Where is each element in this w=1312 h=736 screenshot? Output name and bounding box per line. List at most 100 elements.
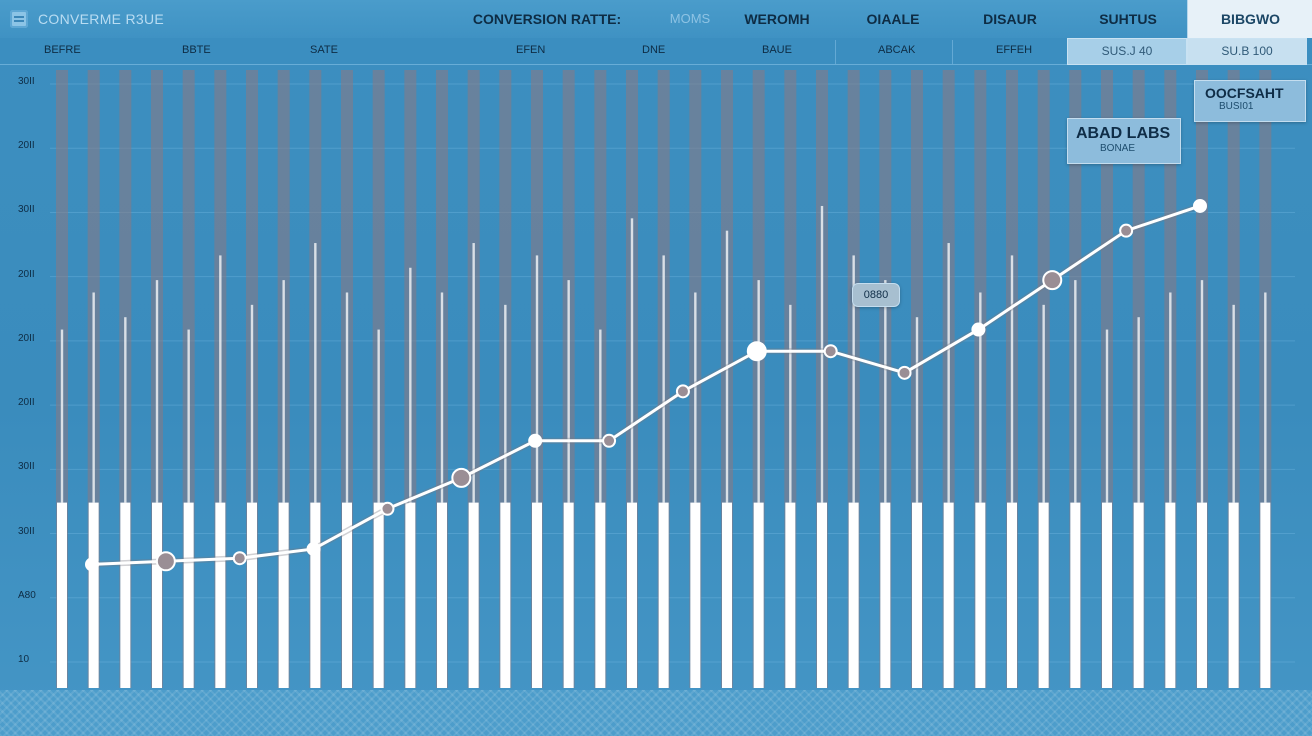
y-tick-label: 20II	[18, 140, 35, 152]
value-cell-2[interactable]: SU.B 100	[1187, 38, 1307, 65]
bar-spike	[1200, 280, 1204, 503]
y-tick-label: 30II	[18, 204, 35, 216]
bar-spike	[409, 267, 412, 503]
bar-fill	[468, 502, 479, 688]
callout-value-label[interactable]: 0880	[852, 283, 900, 307]
data-point	[306, 541, 321, 556]
data-point	[380, 501, 395, 516]
bar-spike	[1105, 329, 1109, 503]
bar-spike	[820, 205, 824, 503]
top-toolbar: CONVERME R3UE CONVERSION RATTE: MOMS WER…	[0, 0, 1312, 39]
data-point	[1042, 270, 1063, 291]
bar-spike	[535, 255, 539, 503]
tab-conversion-rate[interactable]: CONVERSION RATTE:	[472, 11, 622, 27]
app-title: CONVERME R3UE	[38, 11, 165, 27]
column-header-efen: EFEN	[516, 44, 546, 56]
column-divider	[835, 40, 836, 64]
bar-spike	[60, 329, 64, 503]
callout-subtitle: BONAE	[1100, 143, 1136, 154]
bar-fill	[595, 502, 606, 688]
bar-fill	[500, 502, 511, 688]
bar-fill	[152, 502, 162, 688]
callout-abad-labs[interactable]: ABAD LABS BONAE	[1067, 118, 1181, 164]
bar-fill	[912, 502, 922, 688]
bar-spike	[884, 280, 887, 503]
bar-fill	[658, 502, 669, 688]
data-point	[155, 551, 176, 572]
bar-fill	[120, 502, 131, 688]
bar-spike	[1169, 292, 1172, 503]
bar-spike	[852, 255, 855, 503]
bar-spike	[219, 255, 222, 503]
bar-fill	[373, 502, 384, 688]
bar-fill	[342, 502, 352, 688]
callout-subtitle: BUSI01	[1219, 101, 1254, 112]
bar-spike	[1010, 255, 1014, 503]
column-header-abcak: ABCAK	[878, 44, 916, 56]
column-header-baue: BAUE	[762, 44, 792, 56]
bar-spike	[567, 280, 570, 503]
y-tick-label: 20II	[18, 397, 35, 409]
data-point	[451, 467, 472, 488]
bar-fill	[532, 502, 542, 688]
column-header-dne: DNE	[642, 44, 666, 56]
bar-fill	[278, 502, 289, 688]
tab-disaur[interactable]: DISAUR	[983, 11, 1037, 27]
bar-spike	[947, 243, 950, 503]
bar-fill	[437, 502, 447, 688]
bar-spike	[662, 255, 665, 503]
y-tick-label: 30II	[18, 76, 35, 87]
y-tick-label: A80	[18, 589, 36, 601]
bar-spike	[789, 304, 792, 503]
bar-spike	[155, 280, 159, 503]
menu-icon[interactable]	[10, 10, 28, 28]
value-cell-1[interactable]: SUS.J 40	[1067, 38, 1187, 65]
bar-fill	[753, 502, 764, 688]
bar-fill	[1007, 502, 1017, 688]
bar-spike	[979, 292, 982, 503]
callout-title: OOCFSAHT	[1205, 85, 1284, 101]
bar-spike	[472, 243, 475, 503]
callout-title: ABAD LABS	[1076, 125, 1171, 142]
series-line-shadow	[91, 203, 1201, 568]
data-point	[971, 322, 986, 337]
bar-fill	[817, 502, 827, 688]
data-point	[528, 433, 543, 448]
data-point	[1119, 223, 1134, 238]
bar-spike	[377, 329, 380, 503]
bar-fill	[88, 502, 99, 688]
bar-fill	[215, 502, 226, 688]
y-tick-label: 20II	[18, 268, 35, 280]
data-point	[746, 341, 767, 362]
bar-spike	[282, 280, 285, 503]
bar-spike	[440, 292, 444, 503]
bar-fill	[785, 502, 796, 688]
data-point	[232, 551, 247, 566]
bar-spike	[1232, 304, 1235, 503]
footer-pattern	[0, 690, 1312, 736]
data-point	[602, 433, 617, 448]
bar-fill	[1260, 502, 1271, 688]
tab-suhtus[interactable]: SUHTUS	[1099, 11, 1157, 27]
data-point	[1193, 198, 1207, 213]
tab-moms[interactable]: MOMS	[669, 11, 711, 26]
data-point	[675, 384, 690, 399]
bar-fill	[1165, 502, 1176, 688]
tab-oiaale[interactable]: OIAALE	[866, 11, 920, 27]
bar-spike	[599, 329, 602, 503]
tab-bibgwo[interactable]: BIBGWO	[1187, 0, 1312, 38]
bar-fill	[1197, 502, 1207, 688]
bar-fill	[183, 502, 194, 688]
y-tick-label: 30II	[18, 525, 35, 537]
bar-fill	[690, 502, 701, 688]
column-header-befre: BEFRE	[44, 44, 81, 56]
bar-fill	[405, 502, 416, 688]
series-line	[91, 204, 1201, 566]
bar-fill	[310, 502, 321, 688]
bar-spike	[187, 329, 190, 503]
tab-weromh[interactable]: WEROMH	[744, 11, 810, 27]
column-divider	[952, 40, 953, 64]
callout-oocfsaht[interactable]: OOCFSAHT BUSI01	[1194, 80, 1306, 122]
y-tick-label: 20II	[18, 332, 35, 344]
